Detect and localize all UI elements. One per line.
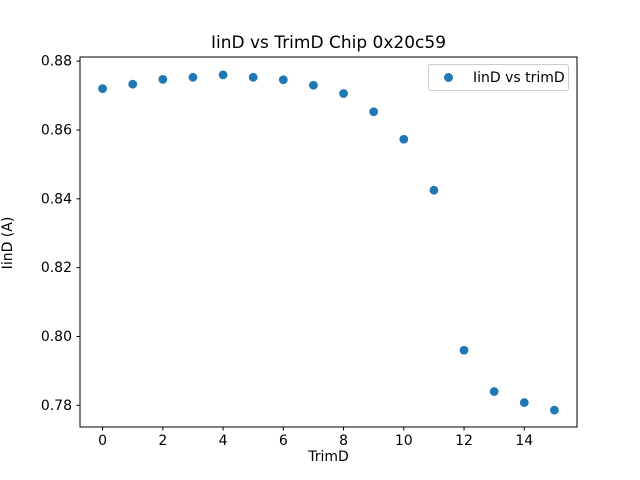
scatter-point bbox=[218, 70, 228, 80]
scatter-point bbox=[309, 80, 318, 90]
chart-title: IinD vs TrimD Chip 0x20c59 bbox=[210, 33, 447, 53]
y-tick-label: 0.82 bbox=[41, 260, 72, 276]
plot-frame bbox=[79, 56, 578, 428]
x-tick-label: 4 bbox=[219, 433, 228, 449]
scatter-point bbox=[98, 84, 107, 94]
scatter-point bbox=[550, 405, 559, 415]
scatter-point bbox=[429, 185, 439, 195]
y-tick-label: 0.86 bbox=[41, 122, 72, 138]
scatter-point bbox=[369, 107, 379, 117]
y-tick-label: 0.80 bbox=[41, 329, 72, 345]
legend-marker-icon bbox=[444, 73, 453, 82]
scatter-point bbox=[459, 345, 469, 355]
scatter-point bbox=[489, 387, 499, 396]
scatter-point bbox=[158, 74, 168, 84]
legend: IinD vs trimD bbox=[428, 64, 569, 91]
scatter-point bbox=[278, 75, 288, 85]
x-tick-label: 8 bbox=[339, 433, 348, 449]
x-tick-label: 12 bbox=[455, 433, 473, 449]
scatter-point bbox=[339, 89, 348, 98]
x-tick-label: 6 bbox=[279, 433, 288, 449]
scatter-point bbox=[519, 398, 529, 407]
y-axis-label: IinD (A) bbox=[0, 216, 16, 270]
x-tick-label: 14 bbox=[515, 433, 533, 449]
scatter-point bbox=[128, 79, 138, 89]
x-axis-label: TrimD bbox=[308, 449, 349, 465]
x-tick-label: 10 bbox=[395, 433, 413, 449]
y-tick-label: 0.78 bbox=[41, 398, 72, 414]
scatter-point bbox=[399, 134, 409, 144]
scatter-point bbox=[248, 72, 258, 82]
x-tick-label: 0 bbox=[98, 433, 107, 449]
x-tick-label: 2 bbox=[158, 433, 167, 449]
scatter-point bbox=[188, 72, 198, 82]
y-tick-label: 0.88 bbox=[41, 54, 72, 70]
y-tick-label: 0.84 bbox=[41, 191, 72, 207]
legend-label: IinD vs trimD bbox=[473, 69, 565, 86]
